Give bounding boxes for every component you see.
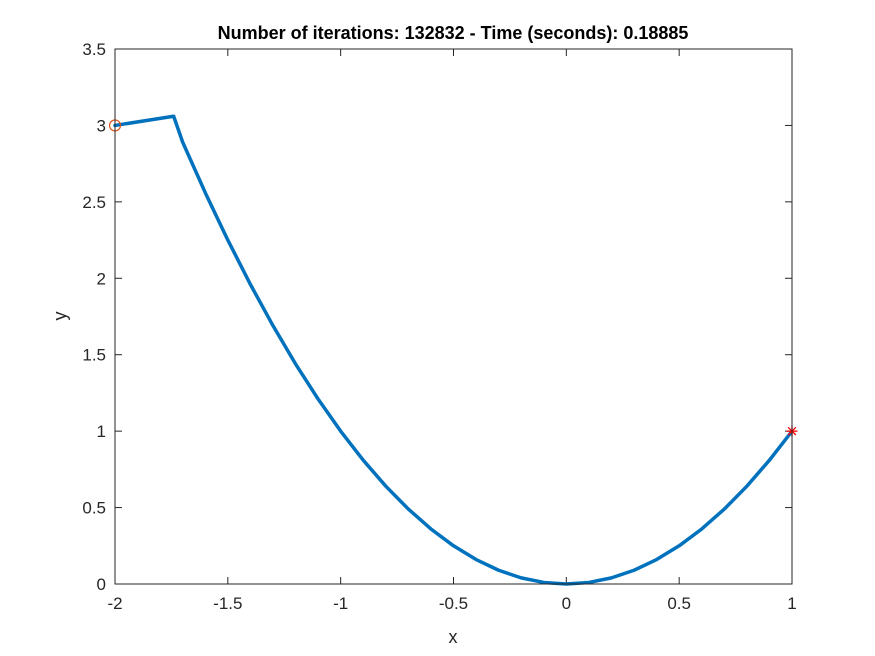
y-tick-label: 1 bbox=[97, 422, 106, 441]
chart-title: Number of iterations: 132832 - Time (sec… bbox=[218, 23, 689, 43]
y-tick-label: 3 bbox=[97, 116, 106, 135]
x-tick-label: 0 bbox=[562, 594, 571, 613]
y-tick-label: 0 bbox=[97, 575, 106, 594]
x-axis-label: x bbox=[449, 627, 458, 647]
axes-box bbox=[114, 48, 793, 585]
x-tick-label: -0.5 bbox=[439, 594, 468, 613]
y-tick-label: 2 bbox=[97, 269, 106, 288]
x-tick-label: -1 bbox=[333, 594, 348, 613]
y-tick-label: 3.5 bbox=[82, 40, 106, 59]
y-tick-label: 2.5 bbox=[82, 193, 106, 212]
tick-labels: -2 -1.5 -1 -0.5 0 0.5 1 0 0.5 1 1.5 2 2.5 3 3.5 bbox=[82, 40, 796, 613]
y-tick-label: 1.5 bbox=[82, 346, 106, 365]
plot-area bbox=[115, 49, 792, 584]
series-layer bbox=[113, 114, 794, 586]
x-tick-label: 1 bbox=[787, 594, 796, 613]
series-line-path bbox=[113, 114, 794, 586]
y-tick-label: 0.5 bbox=[82, 499, 106, 518]
y-axis-label: y bbox=[50, 312, 70, 321]
x-tick-label: 0.5 bbox=[667, 594, 691, 613]
x-tick-label: -2 bbox=[107, 594, 122, 613]
x-tick-label: -1.5 bbox=[213, 594, 242, 613]
